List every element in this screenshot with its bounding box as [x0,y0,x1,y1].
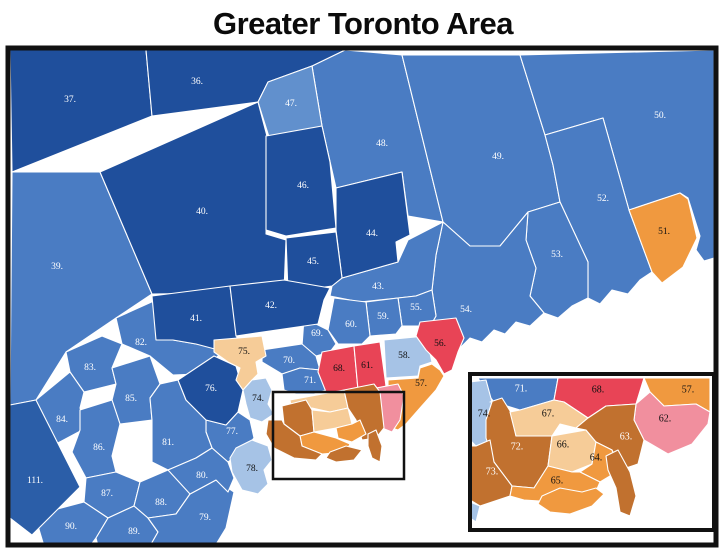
region-76 [177,355,244,426]
region-i65-label: 65. [551,476,564,487]
region-53-label: 53. [551,250,563,260]
region-74 [242,377,275,423]
region-45-label: 45. [307,257,319,267]
region-40-label: 40. [196,207,208,217]
region-81 [149,379,213,471]
region-89-label: 89. [128,527,140,537]
region-52-label: 52. [597,194,609,204]
region-43-label: 43. [372,282,384,292]
region-44-label: 44. [366,229,378,239]
region-71-label: 71. [304,376,316,386]
page-title: Greater Toronto Area [212,6,514,41]
region-61-label: 61. [361,361,373,371]
region-51-label: 51. [658,227,670,237]
region-46-label: 46. [297,181,309,191]
region-42 [229,279,331,337]
region-77-label: 77. [226,427,238,437]
region-42-label: 42. [265,301,277,311]
region-54-label: 54. [460,305,472,315]
region-90-label: 90. [65,522,77,532]
region-i68-label: 68. [592,385,605,396]
region-i62-label: 62. [659,414,672,425]
region-82-label: 82. [135,338,147,348]
region-85-label: 85. [125,394,137,404]
region-51 [628,192,698,284]
region-i71-label: 71. [515,384,528,395]
region-58-label: 58. [398,351,410,361]
region-55-label: 55. [410,303,422,313]
region-78-label: 78. [246,464,258,474]
region-80 [167,447,235,495]
region-i63-label: 63. [620,432,633,443]
region-i73-label: 73. [486,467,499,478]
region-79-label: 79. [199,513,211,523]
region-86-label: 86. [93,443,105,453]
region-49-label: 49. [492,152,504,162]
region-111 [10,399,81,536]
region-111-label: 111. [27,476,43,486]
island [537,487,605,515]
region-69-label: 69. [311,329,323,339]
region-37-label: 37. [64,95,76,105]
region-i66-label: 66. [557,440,570,451]
map-frame [5,45,719,548]
region-56-label: 56. [434,339,446,349]
region-60-label: 60. [345,320,357,330]
island [605,449,637,517]
region-i67-label: 67. [542,409,555,420]
region-i64-label: 64. [590,453,603,464]
main-map: 39. 48. 49. 50. 52. 53. 54. 43. 55. 59. 60. 69. 70. 7… [10,50,714,544]
region-47-label: 47. [285,99,297,109]
region-56 [415,317,465,375]
region-48-label: 48. [376,139,388,149]
region-73m [265,419,323,461]
region-59-label: 59. [377,312,389,322]
island [325,445,363,463]
region-80-label: 80. [196,471,208,481]
region-81-label: 81. [162,438,174,448]
zoom-area-rect [271,390,406,481]
region-88-label: 88. [155,498,167,508]
region-i63 [575,403,645,471]
region-i57-label: 57. [682,385,695,396]
region-84-label: 84. [56,415,68,425]
region-i72-label: 72. [511,442,524,453]
region-i74-label: 74. [478,409,491,420]
region-83-label: 83. [84,363,96,373]
region-78 [229,439,273,495]
downtown-inset: 71. 68. 57. 62. 74. 72. 67. 66. 63. 64. 73. 65. [472,376,712,528]
region-64m [335,419,367,443]
region-74-label: 74. [252,394,264,404]
region-68-label: 68. [333,364,345,374]
region-36-label: 36. [191,77,203,87]
region-57-label: 57. [415,379,427,389]
region-76-label: 76. [205,384,217,394]
region-41-label: 41. [190,314,202,324]
region-39-label: 39. [51,262,63,272]
region-70-label: 70. [283,356,295,366]
region-50-label: 50. [654,111,666,121]
region-90 [37,501,109,544]
region-i78 [472,502,481,523]
region-87-label: 87. [101,489,113,499]
island [367,429,383,463]
region-75-label: 75. [238,347,250,357]
